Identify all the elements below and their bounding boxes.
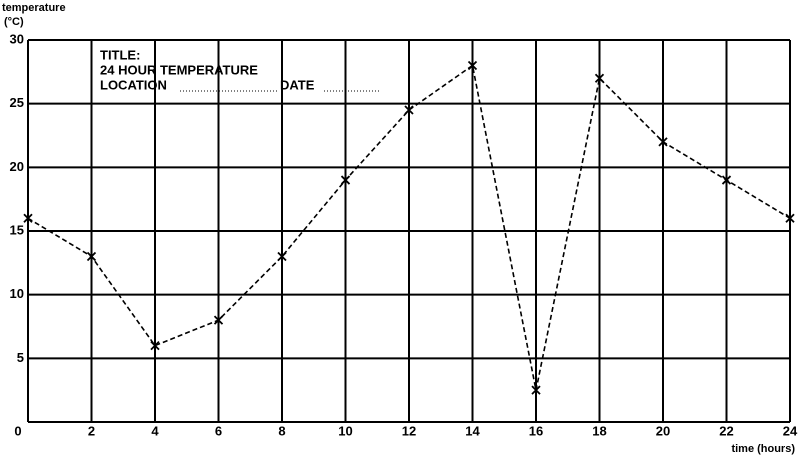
point-marker [150,340,160,351]
x-tick-label: 0 [14,423,21,438]
x-tick-label: 14 [465,423,480,438]
point-marker [785,213,795,223]
x-tick-label: 20 [656,423,670,438]
point-marker [467,60,478,71]
annotation: TITLE: [100,47,140,62]
x-tick-label: 16 [529,423,543,438]
point-marker [340,175,351,185]
annotation: LOCATION [100,77,167,92]
y-tick-label: 5 [17,350,24,365]
point-marker [658,137,668,147]
y-tick-label: 10 [10,286,24,301]
annotation: 24 HOUR TEMPERATURE [100,62,258,77]
x-tick-label: 2 [88,423,95,438]
x-tick-label: 4 [151,423,159,438]
x-tick-label: 22 [719,423,733,438]
point-marker [277,251,287,262]
x-tick-label: 18 [592,423,606,438]
y-tick-label: 15 [10,222,24,237]
y-tick-label: 30 [10,31,24,46]
y-tick-label: 20 [10,159,24,174]
point-marker [404,105,414,115]
point-marker [23,213,33,223]
point-marker [86,251,97,262]
x-tick-label: 24 [783,423,798,438]
y-label: (°C) [4,16,24,28]
point-marker [213,315,224,325]
annotation: DATE [280,77,315,92]
y-label: temperature [2,2,66,14]
point-marker [531,385,541,395]
x-tick-label: 10 [338,423,352,438]
x-label: time (hours) [731,443,795,455]
point-marker [594,73,605,83]
point-marker [721,175,732,185]
x-tick-label: 8 [278,423,285,438]
x-tick-label: 12 [402,423,416,438]
y-tick-label: 25 [10,95,24,110]
x-tick-label: 6 [215,423,222,438]
